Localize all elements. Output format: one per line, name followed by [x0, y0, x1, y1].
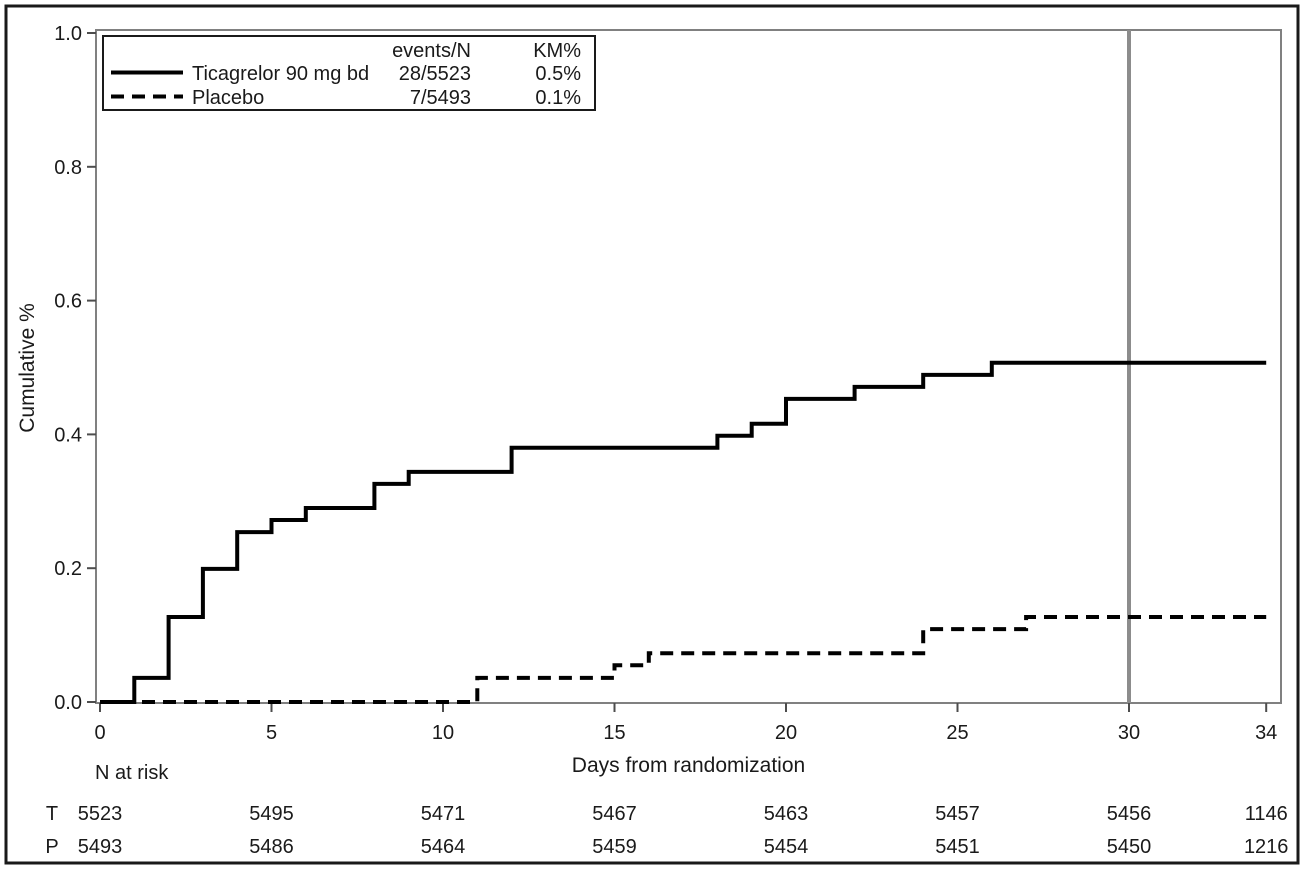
- risk-value: 5486: [249, 836, 294, 858]
- risk-value: 5450: [1107, 836, 1152, 858]
- legend-km-value: 0.5%: [535, 63, 581, 85]
- y-tick-label: 1.0: [54, 23, 82, 45]
- y-tick-label: 0.2: [54, 558, 82, 580]
- legend-header-events: events/N: [392, 40, 471, 62]
- risk-value: 1146: [1245, 803, 1288, 825]
- x-tick-label: 30: [1118, 722, 1140, 744]
- risk-value: 5495: [249, 803, 294, 825]
- legend-events-value: 28/5523: [399, 63, 471, 85]
- x-tick-label: 20: [775, 722, 797, 744]
- x-tick-label: 0: [94, 722, 105, 744]
- x-tick-label: 15: [603, 722, 625, 744]
- risk-value: 5467: [592, 803, 637, 825]
- plot-frame: [95, 29, 1282, 704]
- x-axis-title: Days from randomization: [572, 754, 805, 777]
- placebo-curve: [100, 615, 1267, 704]
- risk-value: 1216: [1244, 836, 1289, 858]
- risk-value: 5454: [764, 836, 809, 858]
- y-axis-title: Cumulative %: [16, 303, 39, 433]
- legend-header-km: KM%: [533, 40, 581, 62]
- legend-entry-label: Placebo: [192, 87, 264, 109]
- risk-value: 5456: [1107, 803, 1152, 825]
- legend-box: [102, 35, 596, 111]
- risk-value: 5459: [592, 836, 637, 858]
- y-tick-label: 0.6: [54, 291, 82, 313]
- risk-value: 5451: [935, 836, 980, 858]
- figure-border: [4, 4, 1300, 865]
- risk-value: 5523: [78, 803, 123, 825]
- risk-row-label: T: [46, 803, 58, 825]
- y-tick-label: 0.0: [54, 692, 82, 714]
- risk-value: 5493: [78, 836, 123, 858]
- legend-events-value: 7/5493: [410, 87, 471, 109]
- y-tick-label: 0.4: [54, 424, 82, 446]
- risk-value: 5457: [935, 803, 980, 825]
- y-tick-label: 0.8: [54, 157, 82, 179]
- x-tick-label: 34: [1255, 722, 1277, 744]
- x-tick-label: 10: [432, 722, 454, 744]
- x-tick-label: 25: [946, 722, 968, 744]
- n-at-risk-label: N at risk: [95, 762, 169, 784]
- risk-value: 5463: [764, 803, 809, 825]
- ticagrelor-curve: [100, 360, 1267, 704]
- x-tick-label: 5: [266, 722, 277, 744]
- legend-entry-label: Ticagrelor 90 mg bd: [192, 63, 369, 85]
- legend-km-value: 0.1%: [535, 87, 581, 109]
- risk-value: 5471: [421, 803, 466, 825]
- risk-value: 5464: [421, 836, 466, 858]
- risk-row-label: P: [45, 836, 58, 858]
